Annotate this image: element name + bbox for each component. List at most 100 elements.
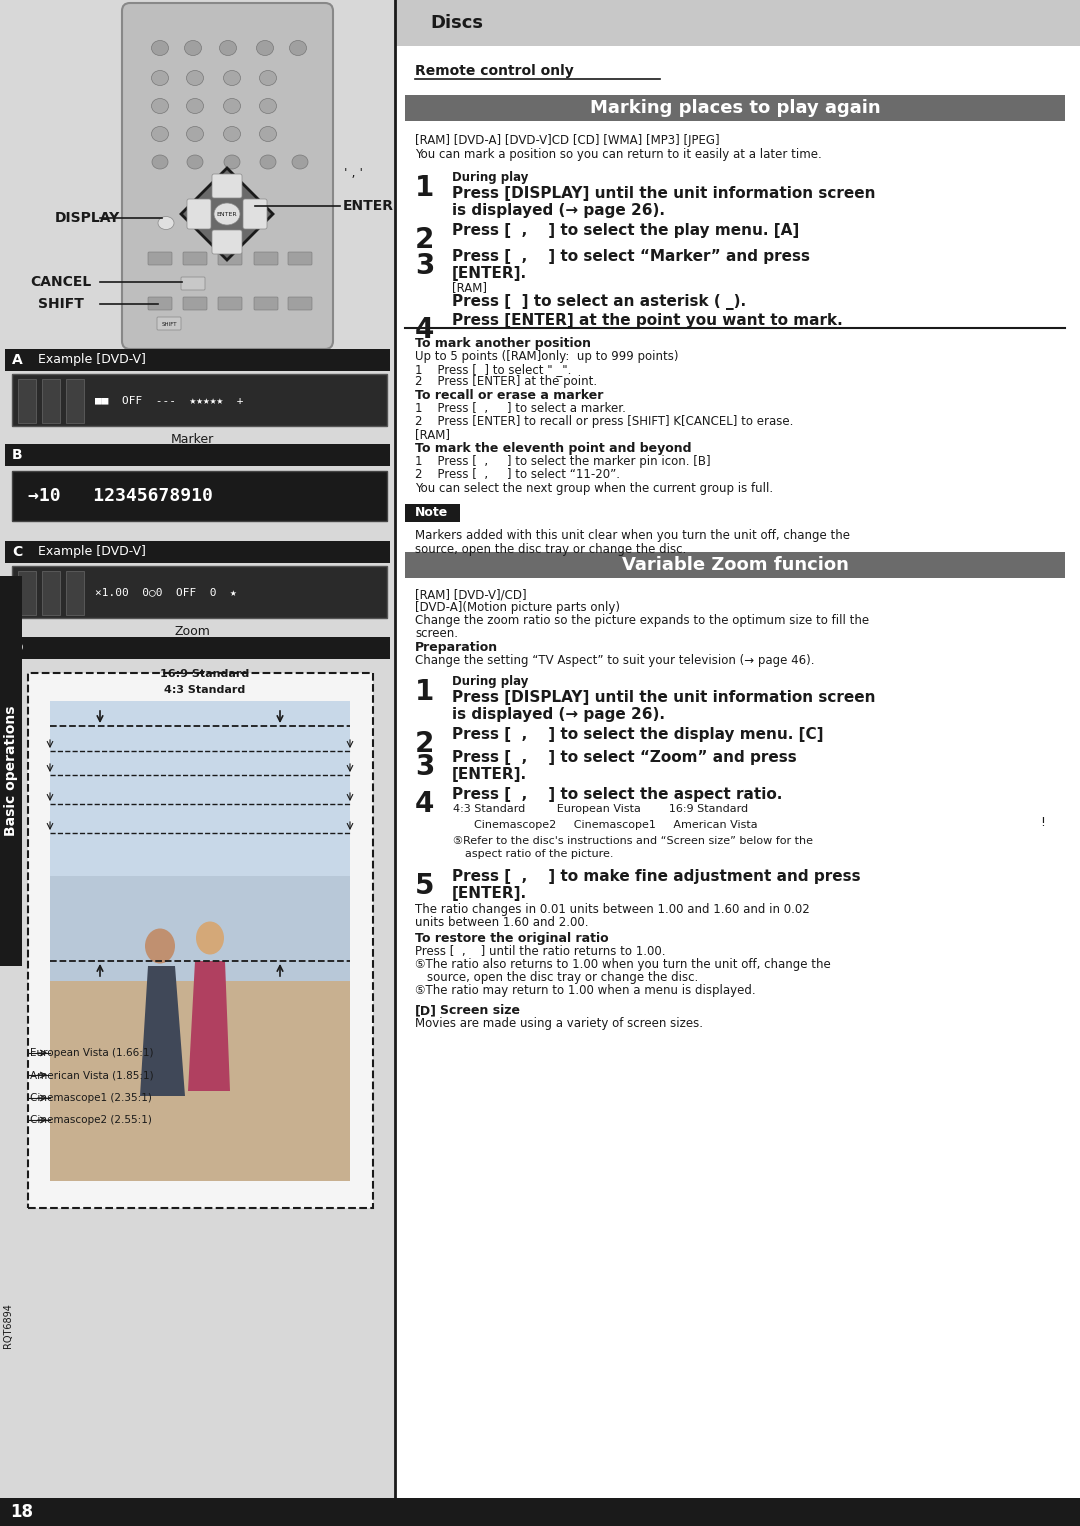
Polygon shape bbox=[140, 966, 185, 1096]
Text: Press [  ,    ] to make fine adjustment and press: Press [ , ] to make fine adjustment and … bbox=[453, 868, 861, 884]
Text: aspect ratio of the picture.: aspect ratio of the picture. bbox=[465, 848, 613, 859]
Text: During play: During play bbox=[453, 674, 528, 688]
FancyBboxPatch shape bbox=[181, 278, 205, 290]
Text: 2: 2 bbox=[415, 729, 434, 758]
Text: !: ! bbox=[1040, 816, 1045, 829]
FancyBboxPatch shape bbox=[148, 298, 172, 310]
Text: Change the zoom ratio so the picture expands to the optimum size to fill the: Change the zoom ratio so the picture exp… bbox=[415, 613, 869, 627]
Text: You can select the next group when the current group is full.: You can select the next group when the c… bbox=[415, 482, 773, 494]
Bar bbox=[405, 504, 460, 522]
Text: ENTER: ENTER bbox=[217, 212, 238, 217]
Text: To mark another position: To mark another position bbox=[415, 337, 591, 349]
Text: 4:3 Standard: 4:3 Standard bbox=[164, 685, 245, 694]
Ellipse shape bbox=[292, 156, 308, 169]
Text: ⑤The ratio may return to 1.00 when a menu is displayed.: ⑤The ratio may return to 1.00 when a men… bbox=[415, 984, 756, 996]
Text: SHIFT: SHIFT bbox=[161, 322, 177, 327]
Text: [DVD-A](Motion picture parts only): [DVD-A](Motion picture parts only) bbox=[415, 601, 620, 613]
Text: ⑤The ratio also returns to 1.00 when you turn the unit off, change the: ⑤The ratio also returns to 1.00 when you… bbox=[415, 958, 831, 971]
FancyBboxPatch shape bbox=[254, 252, 278, 266]
Ellipse shape bbox=[224, 156, 240, 169]
Bar bbox=[0, 1499, 1080, 1526]
Text: Marking places to play again: Marking places to play again bbox=[590, 99, 880, 118]
Text: 4: 4 bbox=[415, 790, 434, 818]
Bar bbox=[66, 571, 84, 615]
Bar bbox=[18, 378, 36, 423]
Text: Press [  ,    ] to select the aspect ratio.: Press [ , ] to select the aspect ratio. bbox=[453, 787, 782, 803]
Ellipse shape bbox=[158, 217, 174, 229]
FancyBboxPatch shape bbox=[183, 252, 207, 266]
Text: is displayed (→ page 26).: is displayed (→ page 26). bbox=[453, 203, 665, 218]
Text: Cinemascope2     Cinemascope1     American Vista: Cinemascope2 Cinemascope1 American Vista bbox=[453, 819, 758, 830]
Text: 1: 1 bbox=[415, 174, 434, 201]
Text: RQT6894: RQT6894 bbox=[3, 1303, 13, 1349]
FancyBboxPatch shape bbox=[148, 252, 172, 266]
Text: You can mark a position so you can return to it easily at a later time.: You can mark a position so you can retur… bbox=[415, 148, 822, 162]
Text: Press [  ,    ] to select “Zoom” and press: Press [ , ] to select “Zoom” and press bbox=[453, 749, 797, 765]
Bar bbox=[12, 472, 387, 520]
Bar bbox=[395, 0, 1080, 46]
Bar bbox=[66, 378, 84, 423]
Text: ⑤Refer to the disc's instructions and “Screen size” below for the: ⑤Refer to the disc's instructions and “S… bbox=[453, 836, 813, 845]
Bar bbox=[5, 542, 390, 563]
FancyBboxPatch shape bbox=[122, 3, 333, 349]
FancyBboxPatch shape bbox=[157, 317, 181, 330]
Ellipse shape bbox=[259, 127, 276, 142]
Text: 5: 5 bbox=[415, 871, 434, 900]
Text: 1    Press [  ,     ] to select a marker.: 1 Press [ , ] to select a marker. bbox=[415, 401, 626, 415]
Bar bbox=[50, 700, 350, 1181]
Text: C: C bbox=[12, 545, 23, 559]
Text: units between 1.60 and 2.00.: units between 1.60 and 2.00. bbox=[415, 916, 589, 929]
Ellipse shape bbox=[224, 127, 241, 142]
Text: Press [  ,    ] to select “Marker” and press: Press [ , ] to select “Marker” and press bbox=[453, 249, 810, 264]
Text: American Vista (1.85:1): American Vista (1.85:1) bbox=[30, 1070, 153, 1080]
Bar bbox=[28, 673, 373, 1209]
Text: The ratio changes in 0.01 units between 1.00 and 1.60 and in 0.02: The ratio changes in 0.01 units between … bbox=[415, 903, 810, 916]
Text: To recall or erase a marker: To recall or erase a marker bbox=[415, 389, 604, 401]
Text: →10   12345678910: →10 12345678910 bbox=[28, 487, 213, 505]
Text: Up to 5 points ([RAM]only:  up to 999 points): Up to 5 points ([RAM]only: up to 999 poi… bbox=[415, 349, 678, 363]
Bar bbox=[12, 566, 387, 618]
Bar bbox=[0, 0, 395, 1526]
Ellipse shape bbox=[224, 99, 241, 113]
Ellipse shape bbox=[145, 928, 175, 963]
Text: 3: 3 bbox=[415, 252, 434, 279]
Ellipse shape bbox=[152, 156, 168, 169]
Text: Marker: Marker bbox=[171, 433, 214, 446]
Text: source, open the disc tray or change the disc.: source, open the disc tray or change the… bbox=[415, 543, 686, 555]
FancyBboxPatch shape bbox=[187, 198, 211, 229]
Text: B: B bbox=[12, 449, 23, 462]
Ellipse shape bbox=[187, 70, 203, 85]
Ellipse shape bbox=[187, 127, 203, 142]
Text: CANCEL: CANCEL bbox=[30, 275, 91, 288]
Text: DISPLAY: DISPLAY bbox=[55, 211, 120, 224]
Ellipse shape bbox=[224, 70, 241, 85]
Text: Press [ENTER] at the point you want to mark.: Press [ENTER] at the point you want to m… bbox=[453, 313, 842, 328]
Text: Press [  ,    ] until the ratio returns to 1.00.: Press [ , ] until the ratio returns to 1… bbox=[415, 945, 665, 958]
Text: 2    Press [ENTER] to recall or press [SHIFT] K[CANCEL] to erase.: 2 Press [ENTER] to recall or press [SHIF… bbox=[415, 415, 794, 427]
Bar bbox=[405, 552, 1065, 578]
Text: SHIFT: SHIFT bbox=[38, 298, 84, 311]
Text: 1    Press [  ,     ] to select the marker pin icon. [B]: 1 Press [ , ] to select the marker pin i… bbox=[415, 455, 711, 468]
Bar bbox=[395, 0, 1080, 1526]
Text: 2    Press [ENTER] at the point.: 2 Press [ENTER] at the point. bbox=[415, 375, 597, 388]
Text: ' , ': ' , ' bbox=[345, 168, 363, 180]
Ellipse shape bbox=[151, 127, 168, 142]
Ellipse shape bbox=[187, 156, 203, 169]
Text: Cinemascope1 (2.35:1): Cinemascope1 (2.35:1) bbox=[30, 1093, 152, 1103]
Text: screen.: screen. bbox=[415, 627, 458, 639]
FancyBboxPatch shape bbox=[212, 230, 242, 253]
Text: ×1.00  0○0  OFF  0  ★: ×1.00 0○0 OFF 0 ★ bbox=[95, 588, 237, 597]
Text: [D]: [D] bbox=[415, 1004, 437, 1016]
Polygon shape bbox=[188, 961, 230, 1091]
FancyBboxPatch shape bbox=[212, 174, 242, 198]
FancyBboxPatch shape bbox=[243, 198, 267, 229]
Bar bbox=[0, 575, 22, 966]
Ellipse shape bbox=[187, 99, 203, 113]
Bar bbox=[18, 571, 36, 615]
Ellipse shape bbox=[259, 99, 276, 113]
FancyBboxPatch shape bbox=[218, 298, 242, 310]
Text: 16:9 Standard: 16:9 Standard bbox=[160, 668, 249, 679]
Bar bbox=[5, 349, 390, 371]
Text: 3: 3 bbox=[415, 752, 434, 781]
Text: ENTER: ENTER bbox=[343, 198, 394, 214]
